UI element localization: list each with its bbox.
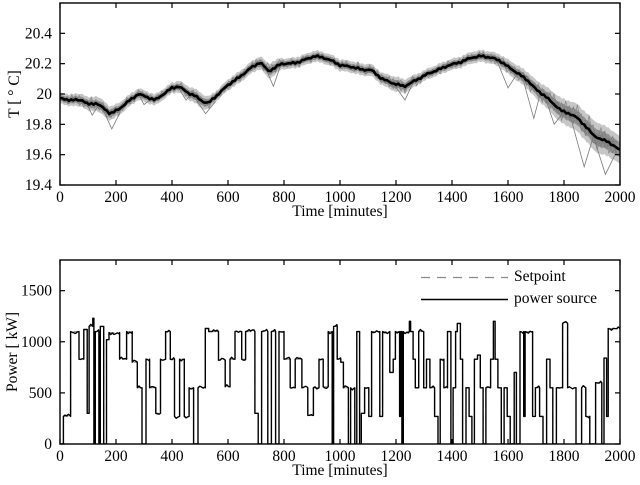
power-source-line (60, 317, 620, 444)
x-tick-label: 1400 (437, 448, 468, 465)
x-tick-label: 800 (272, 189, 296, 206)
x-tick-label: 800 (272, 448, 296, 465)
x-tick-label: 1000 (325, 448, 356, 465)
temperature-outlier-trace (194, 96, 216, 115)
power-y-axis-label: Power [ kW] (4, 311, 21, 393)
y-tick-label: 19.8 (25, 116, 52, 133)
x-tick-label: 1400 (437, 189, 468, 206)
legend-label-power-source: power source (514, 290, 598, 308)
legend-label-setpoint: Setpoint (514, 268, 566, 286)
temperature-outlier-trace (521, 75, 541, 120)
temperature-mean-line (60, 54, 620, 151)
x-tick-label: 1800 (549, 189, 580, 206)
temperature-outlier-trace (101, 107, 121, 130)
x-tick-label: 1000 (325, 189, 356, 206)
temperature-outlier-trace (544, 95, 564, 126)
power-x-axis-label: Time [minutes] (292, 462, 388, 479)
temperature-y-axis-label: T [ ° C] (6, 70, 23, 118)
x-tick-label: 400 (160, 189, 184, 206)
y-tick-label: 500 (29, 385, 53, 402)
temperature-outlier-trace (264, 65, 281, 88)
temperature-outlier-trace (138, 93, 150, 106)
temperature-outlier-trace (496, 60, 517, 89)
y-tick-label: 19.6 (25, 147, 52, 164)
legend-item-power-source: power source (421, 288, 597, 310)
x-tick-label: 1800 (549, 448, 580, 465)
x-tick-label: 1600 (493, 189, 524, 206)
x-tick-label: 0 (56, 189, 64, 206)
y-tick-label: 20 (37, 86, 53, 103)
x-tick-label: 400 (160, 448, 184, 465)
temperature-x-axis-label: Time [minutes] (292, 203, 388, 220)
y-tick-label: 0 (44, 436, 52, 453)
power-setpoint-line (60, 317, 620, 444)
x-tick-label: 1200 (381, 448, 412, 465)
temperature-outlier-trace (392, 81, 414, 101)
temperature-outlier-trace (177, 86, 192, 101)
setpoint-dashed-line-sample (421, 276, 508, 278)
y-tick-label: 20.2 (25, 56, 52, 73)
y-tick-label: 20.4 (25, 25, 52, 42)
y-tick-label: 1000 (21, 334, 52, 351)
temperature-outlier-trace (569, 113, 594, 169)
x-tick-label: 2000 (605, 448, 636, 465)
x-tick-label: 600 (216, 448, 240, 465)
x-tick-label: 2000 (605, 189, 636, 206)
x-tick-label: 1600 (493, 448, 524, 465)
x-tick-label: 0 (56, 448, 64, 465)
x-tick-label: 200 (104, 189, 128, 206)
y-tick-label: 19.4 (25, 177, 52, 194)
legend-item-setpoint: Setpoint (421, 266, 597, 288)
x-tick-label: 600 (216, 189, 240, 206)
x-tick-label: 200 (104, 448, 128, 465)
legend: Setpoint power source (421, 266, 597, 310)
x-tick-label: 1200 (381, 189, 412, 206)
power-source-solid-line-sample (421, 298, 508, 300)
temperature-outlier-trace (84, 99, 100, 117)
temperature-outlier-trace (593, 136, 617, 176)
y-tick-label: 1500 (21, 283, 52, 300)
